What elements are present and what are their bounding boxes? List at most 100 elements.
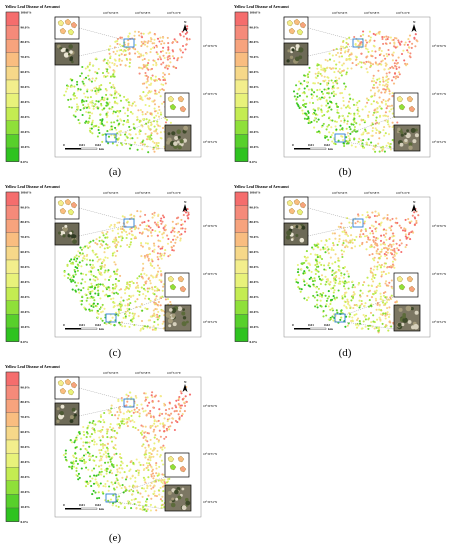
tree-point (101, 71, 105, 75)
tree-point (143, 40, 146, 43)
tree-point (95, 455, 98, 458)
tree-point (373, 109, 376, 112)
tree-point (156, 424, 159, 427)
tree-point (121, 484, 124, 487)
tree-point (113, 225, 116, 228)
tree-point (330, 248, 333, 251)
tree-point (380, 273, 384, 276)
tree-point (312, 82, 315, 85)
tree-point (97, 429, 100, 433)
tree-point (147, 445, 150, 448)
tree-point (338, 280, 341, 283)
tree-point (91, 102, 94, 105)
tree-point (164, 482, 167, 485)
tree-point (105, 288, 108, 291)
tree-point (391, 92, 394, 95)
tree-point (327, 318, 330, 321)
tree-point (143, 143, 146, 146)
tree-point (367, 115, 370, 119)
tree-point (105, 470, 108, 473)
tree-point (375, 250, 378, 253)
tree-point (353, 286, 357, 289)
tree-point (317, 106, 320, 109)
tree-point (296, 263, 299, 267)
tree-point (78, 261, 81, 264)
tree-point (378, 263, 381, 267)
tree-point (146, 508, 149, 511)
tree-point (106, 230, 109, 234)
tree-point (104, 450, 107, 453)
tree-point (140, 96, 143, 99)
tree-point (78, 476, 81, 479)
tree-point (381, 37, 384, 41)
tree-point (137, 491, 140, 494)
legend-tick: 50.0% (250, 265, 260, 269)
legend-tick: 90.0% (21, 205, 31, 209)
tree-point (139, 215, 142, 218)
tree-point (345, 136, 348, 139)
tree-point (376, 215, 379, 218)
tree-point (173, 234, 176, 238)
tree-point (160, 222, 163, 225)
tree-point (155, 478, 158, 481)
tree-point (355, 326, 359, 329)
tree-point (146, 77, 149, 81)
tree-point (106, 256, 109, 260)
tree-point (352, 98, 355, 101)
tree-point (121, 225, 124, 228)
tree-point (141, 245, 144, 248)
tree-point (123, 417, 126, 421)
tree-point (393, 62, 396, 65)
tree-point (118, 43, 121, 46)
tree-point (98, 236, 101, 239)
tree-point (157, 400, 160, 403)
tree-point (154, 303, 158, 306)
tree-point (72, 460, 75, 463)
tree-point (144, 325, 147, 328)
tree-point (391, 53, 394, 56)
legend-swatch (5, 412, 20, 427)
tree-point (108, 225, 111, 228)
tree-point (119, 288, 123, 291)
top-coordinate: 109°31'0"E (167, 191, 181, 195)
tree-point (126, 400, 129, 403)
tree-point (170, 246, 173, 249)
tree-point (116, 50, 119, 53)
tree-point (163, 424, 166, 427)
tree-point (162, 232, 165, 235)
north-label: N (184, 200, 187, 204)
tree-point (81, 456, 84, 459)
tree-point (98, 496, 101, 500)
tree-point (125, 135, 128, 138)
tree-point (112, 73, 115, 76)
tree-point (384, 57, 387, 60)
tree-point (141, 326, 144, 329)
tree-point (109, 323, 112, 326)
tree-point (163, 446, 166, 449)
tree-point (315, 120, 318, 123)
tree-point (121, 227, 124, 231)
tree-point (146, 138, 149, 141)
tree-point (172, 50, 175, 53)
inset-photo-bottom (164, 124, 192, 152)
legend-swatch (5, 273, 20, 288)
tree-point (341, 135, 344, 138)
tree-point (80, 282, 83, 285)
tree-point (103, 75, 106, 78)
tree-point (75, 467, 78, 470)
tree-point (347, 58, 350, 61)
tree-point (105, 323, 108, 326)
tree-point (361, 292, 364, 295)
tree-point (159, 95, 162, 98)
tree-point (370, 80, 374, 83)
tree-point (313, 91, 316, 94)
tree-point (142, 293, 145, 296)
tree-point (119, 235, 122, 238)
tree-point (332, 242, 335, 245)
tree-point (374, 50, 377, 53)
tree-point (326, 245, 329, 249)
tree-point (164, 121, 168, 124)
tree-point (118, 424, 122, 427)
tree-point (91, 263, 95, 267)
tree-point (384, 88, 387, 91)
